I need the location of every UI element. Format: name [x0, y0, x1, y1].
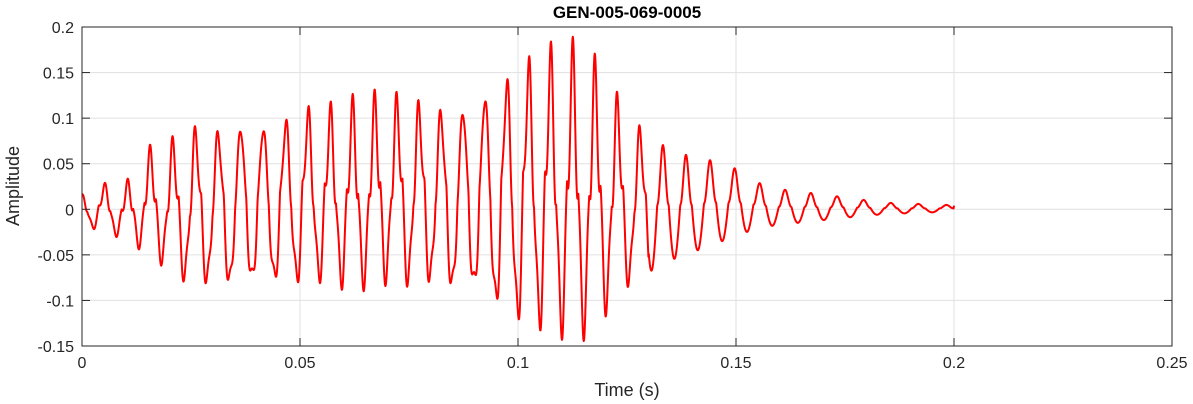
plot-area: [82, 27, 1172, 346]
x-tick-labels: 0 0.05 0.1 0.15 0.2 0.25: [78, 355, 1188, 372]
y-tick-label: -0.1: [46, 293, 74, 310]
series-line-amplitude: [81, 35, 955, 343]
x-tick-label: 0.1: [507, 355, 529, 372]
x-tick-label: 0.25: [1156, 355, 1187, 372]
y-tick-label: -0.15: [38, 339, 75, 356]
plot-frame: [81, 26, 1173, 347]
x-tick-label: 0.15: [720, 355, 751, 372]
grid-lines: [82, 27, 1172, 346]
y-tick-label: 0.15: [43, 66, 74, 83]
x-tick-label: 0.05: [284, 355, 315, 372]
tick-marks: [81, 26, 1173, 347]
x-tick-label: 0: [78, 355, 87, 372]
y-tick-label: 0: [65, 202, 74, 219]
x-axis-label: Time (s): [594, 380, 659, 400]
y-tick-label: 0.1: [52, 111, 74, 128]
y-tick-labels: -0.15 -0.1 -0.05 0 0.05 0.1 0.15 0.2: [38, 20, 75, 356]
y-tick-label: 0.05: [43, 157, 74, 174]
chart-title: GEN-005-069-0005: [553, 3, 701, 22]
y-axis-label: Amplitude: [3, 146, 23, 226]
y-tick-label: 0.2: [52, 20, 74, 37]
x-tick-label: 0.2: [943, 355, 965, 372]
series-layer: [81, 35, 955, 343]
y-tick-label: -0.05: [38, 248, 75, 265]
